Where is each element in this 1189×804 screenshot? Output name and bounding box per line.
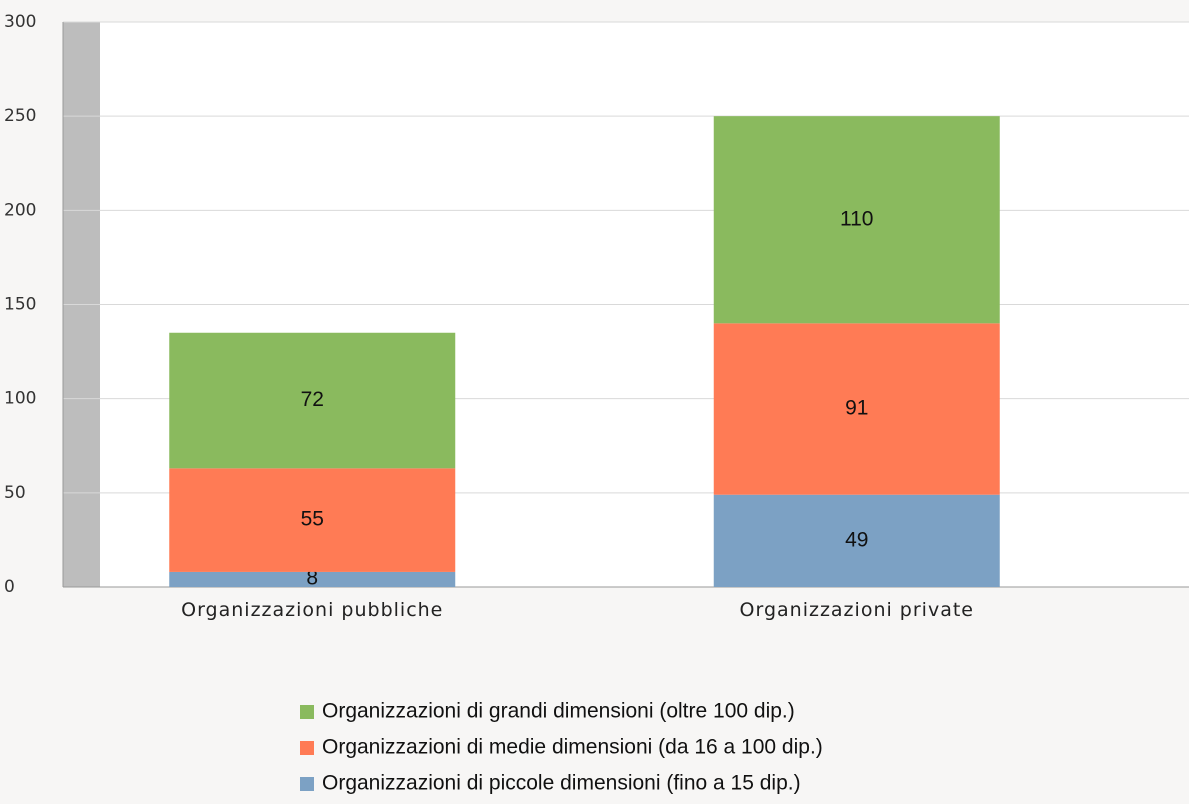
data-label: 72: [301, 388, 324, 411]
x-tick-label: Organizzazioni private: [739, 599, 974, 621]
y-tick-label: 100: [4, 389, 36, 409]
data-label: 91: [845, 397, 868, 420]
y-tick-label: 50: [4, 483, 26, 503]
legend-label: Organizzazioni di piccole dimensioni (fi…: [322, 772, 801, 795]
y-tick-label: 0: [4, 577, 15, 597]
data-label: 110: [840, 207, 873, 230]
y-tick-label: 200: [4, 200, 36, 220]
bar-segment: [713, 494, 1000, 587]
bar-segment: [713, 323, 1000, 495]
bar-segment: [169, 571, 456, 587]
x-tick-label: Organizzazioni pubbliche: [181, 599, 444, 621]
legend-label: Organizzazioni di medie dimensioni (da 1…: [322, 736, 823, 759]
legend-swatch: [300, 705, 314, 719]
y-tick-label: 300: [4, 12, 36, 32]
legend-swatch: [300, 777, 314, 791]
bar-segment: [169, 332, 456, 469]
bar-segment: [169, 468, 456, 572]
legend-swatch: [300, 741, 314, 755]
y-tick-label: 150: [4, 295, 36, 315]
data-label: 8: [306, 567, 318, 590]
y-tick-label: 250: [4, 106, 36, 126]
data-label: 49: [845, 528, 868, 551]
bar-segment: [713, 116, 1000, 324]
legend-label: Organizzazioni di grandi dimensioni (olt…: [322, 700, 795, 723]
data-label: 55: [301, 508, 324, 531]
